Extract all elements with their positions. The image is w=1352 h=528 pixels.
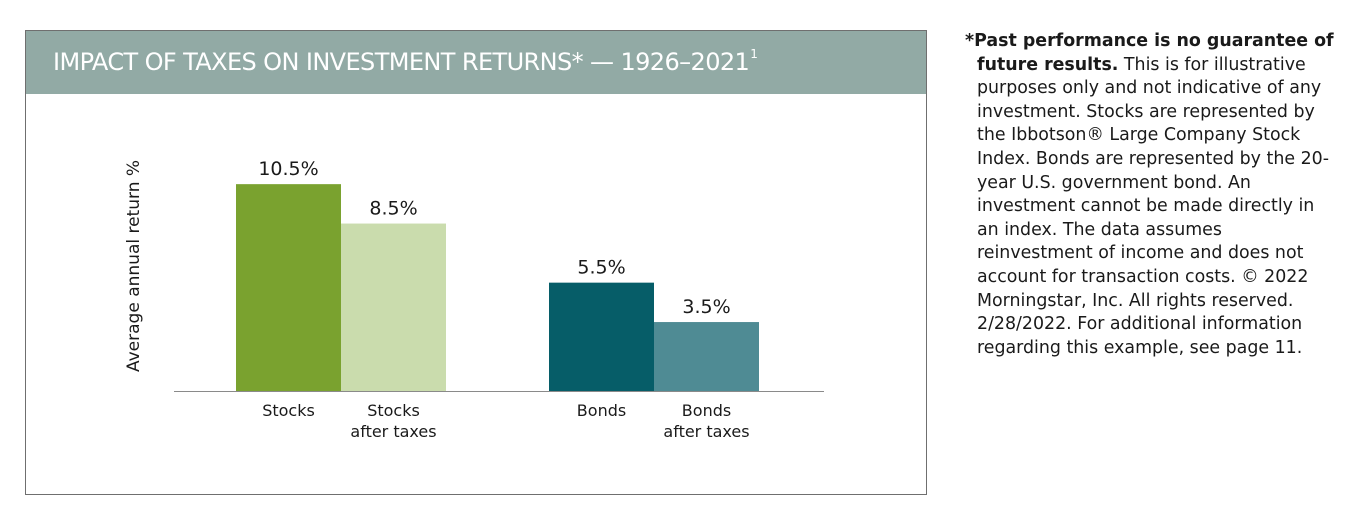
x-tick-label: after taxes <box>350 422 436 441</box>
bar <box>341 223 446 391</box>
x-tick-label: Bonds <box>682 401 731 420</box>
bar <box>549 282 654 391</box>
x-tick-label: Stocks <box>367 401 420 420</box>
bar <box>236 184 341 391</box>
data-label: 5.5% <box>577 257 625 279</box>
y-axis-label: Average annual return % <box>124 160 144 372</box>
x-tick-label: after taxes <box>663 422 749 441</box>
bar-chart: Average annual return % 10.5% Stocks 8.5% St… <box>124 158 824 441</box>
x-tick-label: Bonds <box>577 401 626 420</box>
chart-title-bar: IMPACT OF TAXES ON INVESTMENT RETURNS* —… <box>26 31 926 94</box>
chart-panel: IMPACT OF TAXES ON INVESTMENT RETURNS* —… <box>25 30 927 495</box>
chart-title: IMPACT OF TAXES ON INVESTMENT RETURNS* —… <box>53 48 750 76</box>
data-label: 10.5% <box>258 158 318 180</box>
x-tick-label: Stocks <box>262 401 315 420</box>
chart-title-footnote-mark: 1 <box>750 47 758 61</box>
data-label: 8.5% <box>369 198 417 220</box>
bar <box>654 322 759 391</box>
footnote-body: This is for illustrative purposes only a… <box>977 54 1329 358</box>
data-label: 3.5% <box>682 296 730 318</box>
footnote-lead: *Past performance is no guarantee of fut… <box>965 31 1334 75</box>
disclaimer-footnote: *Past performance is no guarantee of fut… <box>965 30 1340 360</box>
